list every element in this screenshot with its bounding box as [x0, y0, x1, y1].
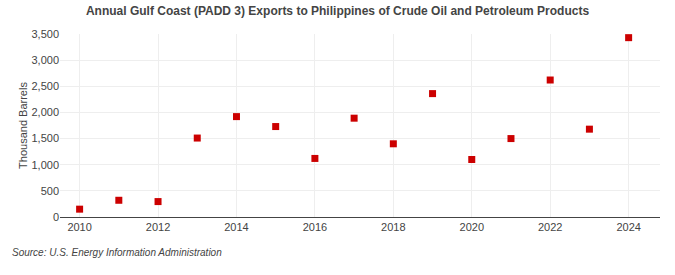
svg-text:2014: 2014 [224, 221, 248, 233]
svg-text:Source: U.S. Energy Informatio: Source: U.S. Energy Information Administ… [12, 247, 222, 258]
svg-text:2022: 2022 [538, 221, 562, 233]
svg-text:1,000: 1,000 [31, 159, 59, 171]
svg-text:Thousand Barrels: Thousand Barrels [17, 82, 29, 169]
svg-text:2,000: 2,000 [31, 106, 59, 118]
svg-text:2,500: 2,500 [31, 80, 59, 92]
svg-text:2024: 2024 [616, 221, 640, 233]
svg-text:2016: 2016 [303, 221, 327, 233]
svg-text:3,000: 3,000 [31, 54, 59, 66]
svg-text:2010: 2010 [67, 221, 91, 233]
svg-text:2018: 2018 [381, 221, 405, 233]
svg-text:2012: 2012 [146, 221, 170, 233]
svg-text:3,500: 3,500 [31, 28, 59, 40]
svg-text:Annual Gulf Coast (PADD 3) Exp: Annual Gulf Coast (PADD 3) Exports to Ph… [86, 4, 589, 18]
svg-text:0: 0 [53, 211, 59, 223]
svg-text:500: 500 [41, 185, 59, 197]
svg-text:1,500: 1,500 [31, 132, 59, 144]
svg-text:2020: 2020 [460, 221, 484, 233]
